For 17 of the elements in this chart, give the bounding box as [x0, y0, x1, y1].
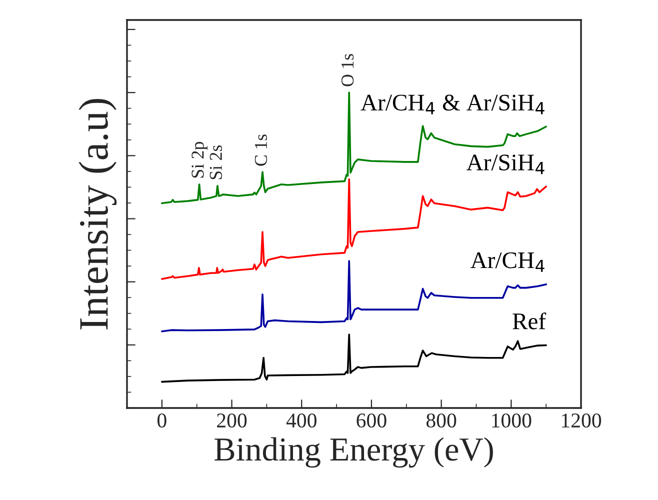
- annotation: Si 2s: [210, 145, 222, 180]
- series-label: Ref: [512, 312, 546, 330]
- x-tick-label: 1200: [562, 413, 602, 428]
- x-tick-label: 600: [356, 413, 386, 428]
- annotation: Si 2p: [192, 142, 208, 178]
- x-tick-label: 0: [158, 413, 166, 428]
- x-tick-label: 800: [426, 413, 456, 428]
- x-tick-label: 400: [286, 413, 316, 428]
- series-label: Ar/SiH$_{4}$: [466, 154, 544, 174]
- x-tick-label: 200: [217, 413, 247, 428]
- x-axis-title: Binding Energy (eV): [214, 437, 493, 468]
- series-label: Ar/CH$_{4}$ & Ar/SiH$_{4}$: [360, 94, 544, 114]
- annotation: C 1s: [254, 134, 268, 166]
- y-axis-title: Intensity (a.u): [78, 98, 117, 330]
- series-label: Ar/CH$_{4}$: [470, 252, 544, 272]
- x-tick-label: 1000: [492, 413, 532, 428]
- annotation: O 1s: [342, 54, 354, 86]
